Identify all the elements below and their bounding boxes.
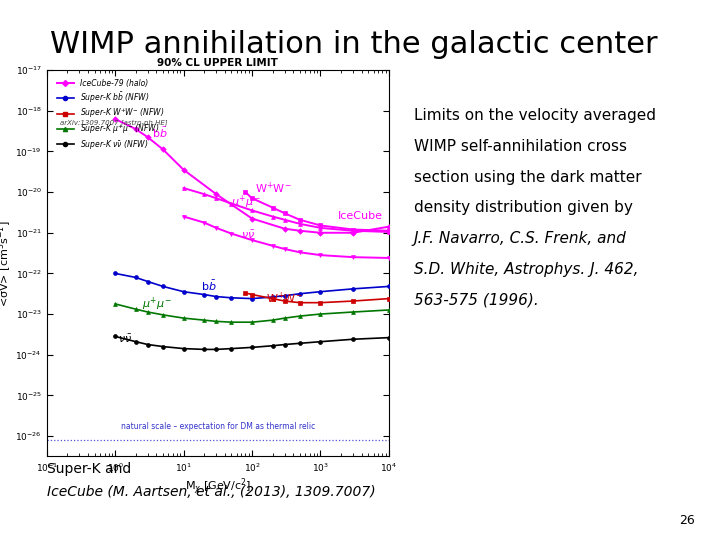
Text: $\mu^{+}\mu^{-}$: $\mu^{+}\mu^{-}$ — [143, 295, 172, 313]
Text: $\mu^{+}\mu^{-}$: $\mu^{+}\mu^{-}$ — [231, 194, 261, 211]
Text: density distribution given by: density distribution given by — [414, 200, 633, 215]
Text: S.D. White, Astrophys. J. 462,: S.D. White, Astrophys. J. 462, — [414, 262, 639, 277]
Text: 26: 26 — [679, 514, 695, 526]
Text: section using the dark matter: section using the dark matter — [414, 170, 642, 185]
Text: IceCube (M. Aartsen, et al., (2013), 1309.7007): IceCube (M. Aartsen, et al., (2013), 130… — [47, 485, 375, 500]
Text: Limits on the velocity averaged: Limits on the velocity averaged — [414, 108, 656, 123]
Text: IceCube: IceCube — [338, 211, 383, 221]
Text: $\nu\bar{\nu}$: $\nu\bar{\nu}$ — [241, 229, 256, 241]
Text: W$^{+}$W$^{-}$: W$^{+}$W$^{-}$ — [255, 180, 292, 195]
Text: b$\bar{b}$: b$\bar{b}$ — [201, 279, 217, 293]
Y-axis label: <σV> [cm$^{3}$s$^{-1}$]: <σV> [cm$^{3}$s$^{-1}$] — [0, 220, 14, 307]
Text: natural scale – expectation for DM as thermal relic: natural scale – expectation for DM as th… — [121, 422, 315, 431]
Text: Super-K and: Super-K and — [47, 462, 131, 476]
Text: $\nu\bar{\nu}$: $\nu\bar{\nu}$ — [118, 333, 132, 346]
Title: 90% CL UPPER LIMIT: 90% CL UPPER LIMIT — [158, 58, 278, 68]
Text: WIMP annihilation in the galactic center: WIMP annihilation in the galactic center — [50, 30, 658, 59]
Text: arXiv:1309.7007 [astro-ph.HE]: arXiv:1309.7007 [astro-ph.HE] — [60, 120, 168, 126]
Text: J.F. Navarro, C.S. Frenk, and: J.F. Navarro, C.S. Frenk, and — [414, 231, 626, 246]
Text: W$^{+}$W$^{-}$: W$^{+}$W$^{-}$ — [266, 291, 302, 306]
Text: 563-575 (1996).: 563-575 (1996). — [414, 293, 539, 308]
Text: b$\bar{b}$: b$\bar{b}$ — [153, 126, 168, 140]
Text: WIMP self-annihilation cross: WIMP self-annihilation cross — [414, 139, 627, 154]
X-axis label: M$_{\chi}$ [GeV/c$^{2}$]: M$_{\chi}$ [GeV/c$^{2}$] — [185, 476, 251, 497]
Legend: IceCube-79 (halo), Super-K b$\bar{b}$ (NFW), Super-K W$^{+}$W$^{-}$ (NFW), Super: IceCube-79 (halo), Super-K b$\bar{b}$ (N… — [54, 76, 168, 154]
